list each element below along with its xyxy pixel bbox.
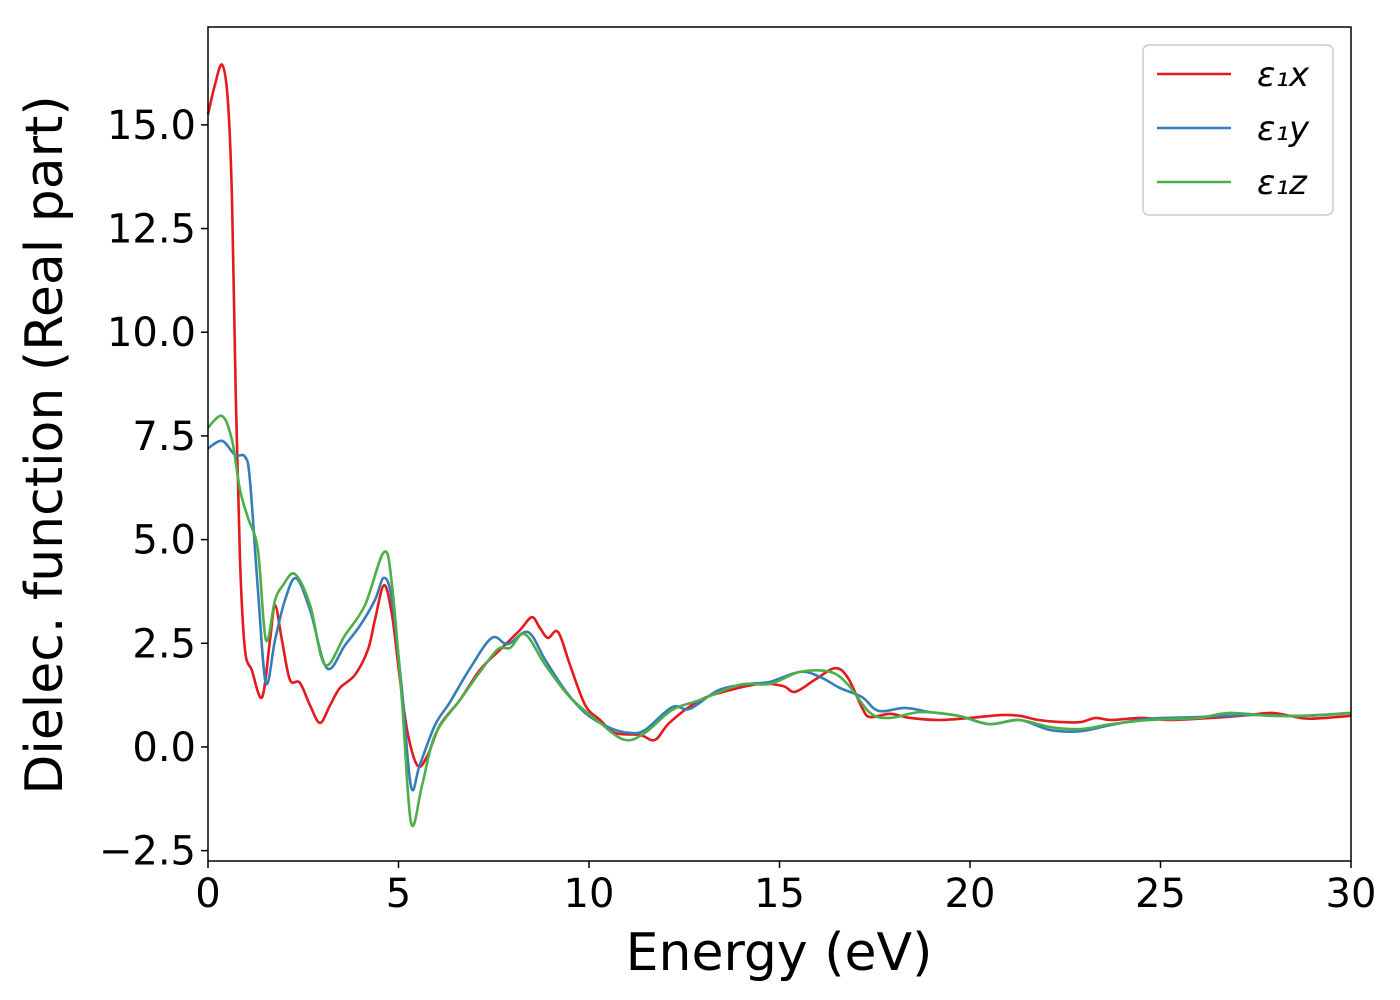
y-axis: −2.5 0.0 2.5 5.0 7.5 10.0 12.5 15.0 <box>99 103 208 875</box>
legend: ε₁x ε₁y ε₁z <box>1142 44 1334 216</box>
y-tick-label: 0.0 <box>132 725 196 771</box>
y-tick-label: 7.5 <box>132 414 196 460</box>
series-line-3 <box>207 414 1352 828</box>
y-tick-label: 15.0 <box>107 103 196 149</box>
series-layer <box>206 63 1352 828</box>
x-tick-label: 5 <box>386 871 411 917</box>
x-tick-label: 25 <box>1135 871 1186 917</box>
x-tick-label: 10 <box>564 871 615 917</box>
legend-label: ε₁y <box>1257 109 1310 149</box>
legend-box <box>1142 44 1334 216</box>
x-tick-label: 0 <box>195 871 220 917</box>
x-tick-label: 20 <box>945 871 996 917</box>
x-axis: 0 5 10 15 20 25 30 <box>195 861 1376 917</box>
x-tick-label: 30 <box>1326 871 1377 917</box>
x-axis-label: Energy (eV) <box>626 923 933 983</box>
y-axis-label: Dielec. function (Real part) <box>15 95 75 794</box>
y-tick-label: 12.5 <box>107 207 196 253</box>
legend-label: ε₁z <box>1257 163 1308 203</box>
legend-label: ε₁x <box>1257 55 1310 95</box>
x-tick-label: 15 <box>754 871 805 917</box>
y-tick-label: −2.5 <box>99 829 196 875</box>
y-tick-label: 10.0 <box>107 310 196 356</box>
y-tick-label: 2.5 <box>132 621 196 667</box>
y-tick-label: 5.0 <box>132 518 196 564</box>
